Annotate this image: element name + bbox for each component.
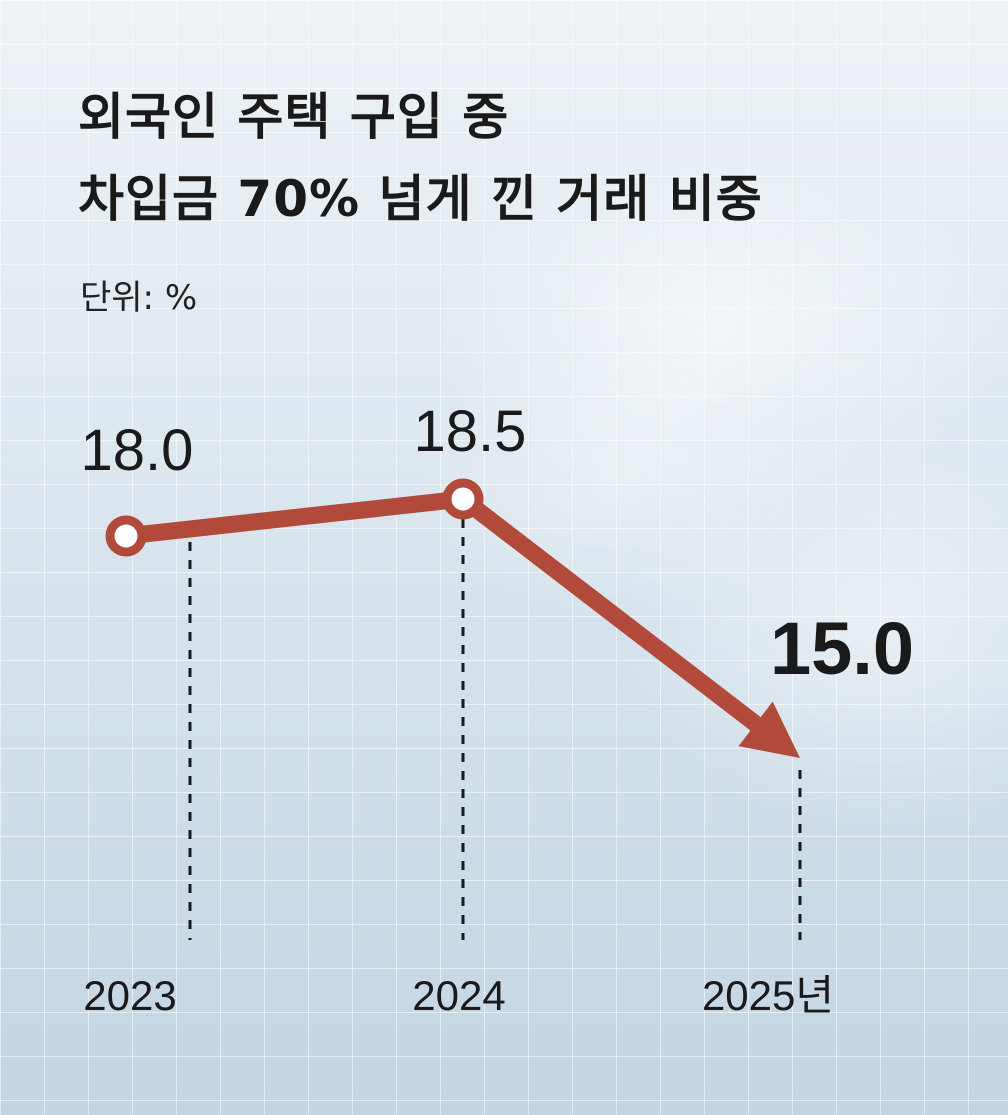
- unit-label: 단위: %: [80, 278, 198, 318]
- series-line-segment-2: [454, 490, 777, 743]
- x-tick-label-1: 2024: [412, 972, 505, 1019]
- point-marker-2023: [105, 515, 147, 557]
- value-label-2025년: 15.0: [770, 607, 914, 690]
- value-label-2023: 18.0: [81, 418, 194, 483]
- point-marker-2024: [442, 478, 484, 520]
- arrow-head-marker: [738, 701, 800, 758]
- series-line-segment-1: [117, 490, 472, 545]
- title-line-1: 외국인 주택 구입 중: [78, 88, 510, 146]
- chart-title: 외국인 주택 구입 중 차입금 70% 넘게 낀 거래 비중: [78, 76, 763, 240]
- x-tick-label-0: 2023: [83, 972, 176, 1019]
- title-line-2: 차입금 70% 넘게 낀 거래 비중: [78, 170, 763, 228]
- x-tick-label-2: 2025년: [702, 972, 834, 1019]
- value-label-2024: 18.5: [414, 399, 527, 464]
